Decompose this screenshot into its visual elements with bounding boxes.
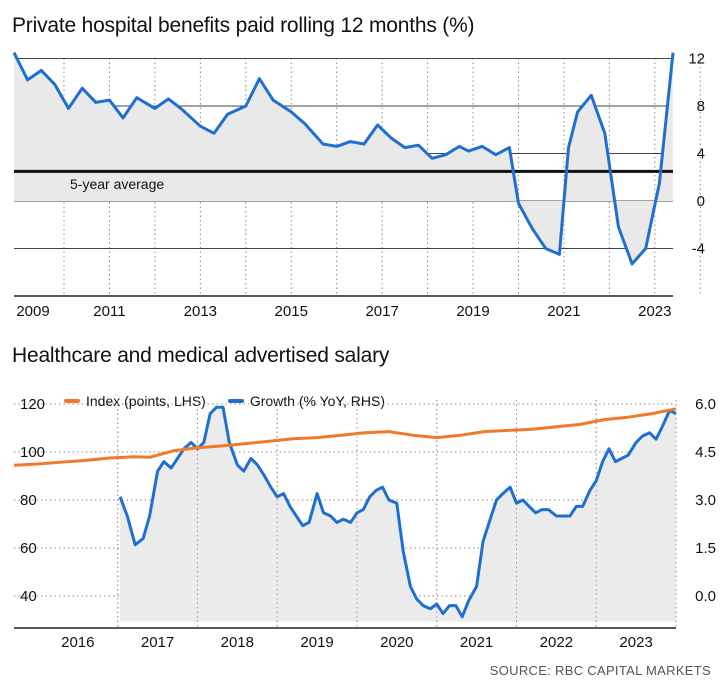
legend-label-growth: Growth (% YoY, RHS) — [249, 393, 385, 409]
legend-item-growth: Growth (% YoY, RHS) — [227, 393, 385, 409]
chart1-xtick-label: 2015 — [275, 303, 308, 320]
chart1-xtick-label: 2011 — [93, 303, 125, 320]
chart2-right-ytick-label: 3.0 — [695, 492, 716, 509]
source-note: SOURCE: RBC CAPITAL MARKETS — [489, 663, 711, 678]
chart1-average-label: 5-year average — [70, 176, 164, 192]
chart2-xtick-label: 2022 — [540, 634, 573, 651]
chart1-ytick-label: 0 — [697, 193, 705, 210]
legend-item-index: Index (points, LHS) — [64, 393, 206, 409]
chart1-ytick-label: -4 — [692, 241, 705, 258]
chart2-left-ytick-label: 40 — [20, 588, 37, 605]
chart2-xtick-label: 2017 — [141, 634, 174, 651]
chart2-xtick-label: 2016 — [61, 634, 94, 651]
chart2-growth-line — [118, 405, 677, 619]
chart2-xtick-label: 2020 — [380, 634, 413, 651]
chart2-right-ytick-label: 1.5 — [695, 540, 716, 557]
chart2-title: Healthcare and medical advertised salary — [12, 344, 390, 367]
chart1-xtick-label: 2013 — [184, 303, 217, 320]
chart2-xtick-label: 2021 — [460, 634, 493, 651]
chart1-ytick-label: 12 — [688, 51, 705, 68]
chart1-xtick-label: 2021 — [547, 303, 580, 320]
chart2-left-ytick-label: 120 — [20, 396, 45, 413]
chart1-xtick-label: 2019 — [456, 303, 489, 320]
chart1-title: Private hospital benefits paid rolling 1… — [12, 14, 475, 37]
chart2-left-ytick-label: 60 — [20, 540, 37, 557]
chart2-right-ytick-label: 4.5 — [695, 444, 716, 461]
chart1-area — [14, 52, 673, 264]
chart2-index-line — [13, 407, 677, 467]
chart1-ytick-label: 4 — [697, 146, 705, 163]
chart1-xtick-label: 2017 — [365, 303, 398, 320]
chart2-xtick-label: 2018 — [221, 634, 254, 651]
chart1-series-line — [12, 51, 675, 266]
chart1-xtick-label: 2023 — [638, 303, 671, 320]
legend-swatch-index — [64, 399, 80, 403]
chart2-left-ytick-label: 80 — [20, 492, 37, 509]
legend-swatch-growth — [227, 399, 244, 403]
chart1-xtick-label: 2009 — [16, 303, 49, 320]
chart2-right-ytick-label: 6.0 — [695, 396, 716, 413]
chart1-ytick-label: 8 — [697, 98, 705, 115]
chart2-xtick-label: 2023 — [619, 634, 652, 651]
legend-label-index: Index (points, LHS) — [86, 393, 206, 409]
chart2-left-ytick-label: 100 — [20, 444, 45, 461]
chart2-legend: Index (points, LHS) Growth (% YoY, RHS) — [64, 393, 385, 409]
chart2-right-ytick-label: 0.0 — [695, 588, 716, 605]
chart2-xtick-label: 2019 — [300, 634, 333, 651]
